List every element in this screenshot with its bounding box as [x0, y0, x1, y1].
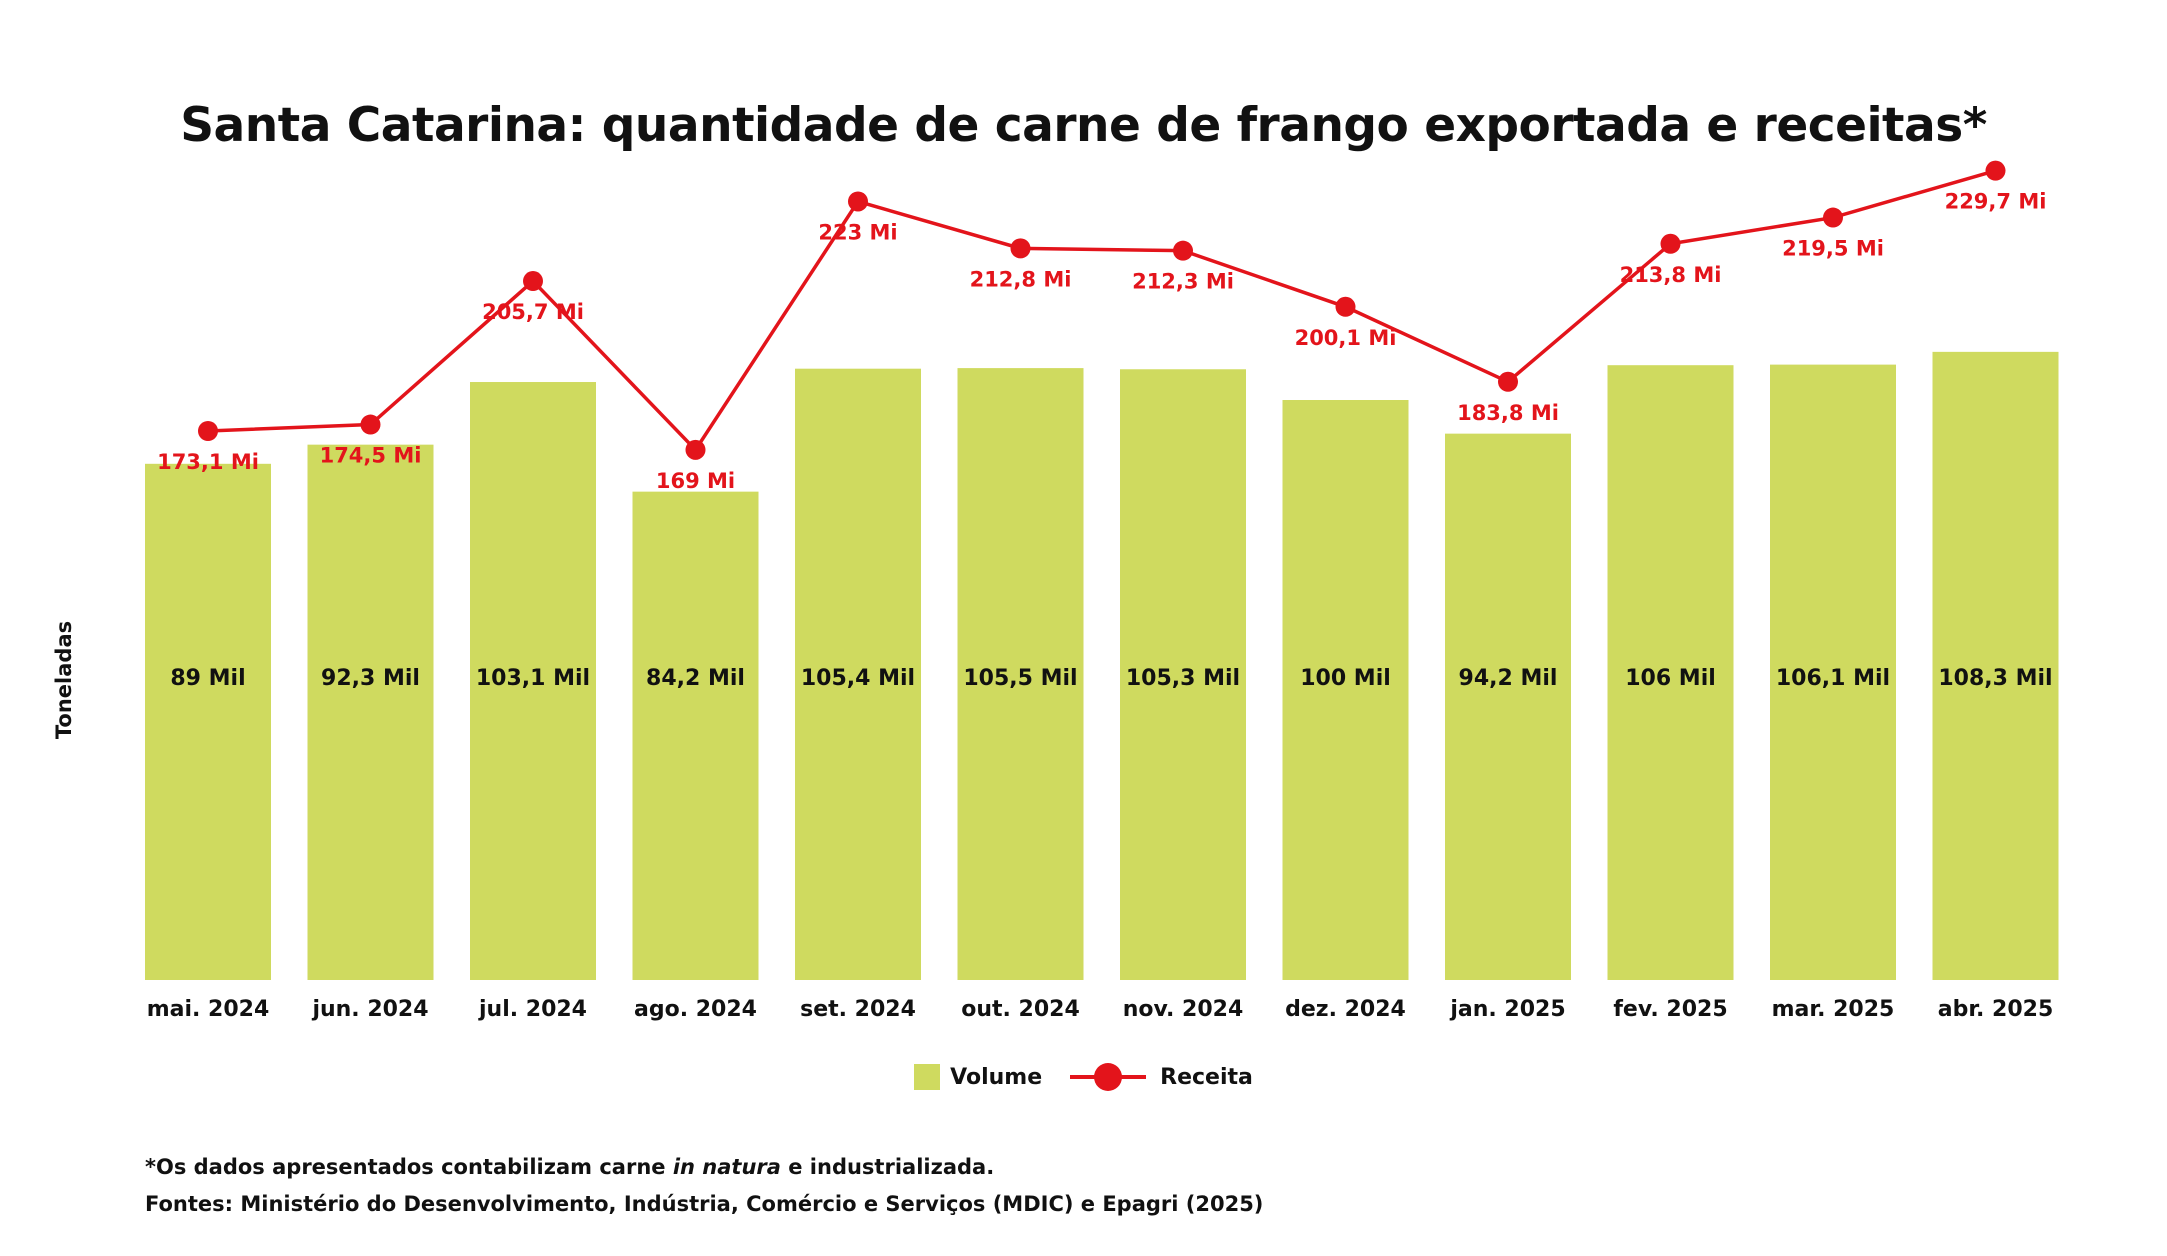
volume-bar [1120, 369, 1246, 980]
revenue-line [207, 168, 1996, 453]
volume-bar-label: 94,2 Mil [1459, 666, 1558, 691]
revenue-point-label: 212,8 Mi [970, 267, 1072, 291]
legend: Volume Receita [0, 1063, 2167, 1091]
volume-bar-label: 106,1 Mil [1776, 666, 1890, 691]
chart-title: Santa Catarina: quantidade de carne de f… [180, 98, 1987, 153]
x-tick-label: abr. 2025 [1938, 997, 2054, 1022]
volume-bar-label: 84,2 Mil [646, 666, 745, 691]
legend-item-receita: Receita [1070, 1063, 1253, 1091]
revenue-line-series [198, 160, 2006, 460]
revenue-point-label: 174,5 Mi [320, 444, 422, 468]
volume-bar-label: 89 Mil [170, 666, 245, 691]
legend-swatch-volume [914, 1064, 941, 1090]
revenue-marker [1498, 371, 1518, 392]
revenue-point-label: 219,5 Mi [1782, 237, 1884, 261]
x-tick-label: jul. 2024 [478, 997, 587, 1022]
volume-bar-label: 103,1 Mil [476, 666, 590, 691]
revenue-marker [523, 271, 543, 292]
volume-bar [957, 368, 1084, 981]
volume-bars [145, 351, 2059, 981]
volume-bar-label: 100 Mil [1300, 666, 1391, 691]
revenue-marker [1173, 240, 1193, 261]
revenue-point-label: 212,3 Mi [1132, 270, 1234, 294]
legend-label-volume: Volume [950, 1064, 1043, 1090]
volume-bar [632, 491, 759, 980]
legend-item-volume: Volume [914, 1064, 1042, 1090]
revenue-marker [1985, 160, 2006, 181]
revenue-point-label: 200,1 Mi [1295, 326, 1397, 350]
volume-bar [307, 444, 434, 980]
volume-bar [1282, 400, 1409, 980]
revenue-point-label: 213,8 Mi [1620, 263, 1722, 287]
revenue-point-labels: 173,1 Mi 174,5 Mi 205,7 Mi 169 Mi 223 Mi 212,… [157, 190, 2046, 493]
x-axis-ticks: mai. 2024 jun. 2024 jul. 2024 ago. 2024 set.… [147, 997, 2054, 1022]
chart-plot: 89 Mil 92,3 Mil 103,1 Mil 84,2 Mil 105,4 Mil… [145, 160, 2059, 1022]
sources-note: Fontes: Ministério do Desenvolvimento, I… [145, 1192, 1264, 1216]
revenue-point-label: 183,8 Mi [1457, 401, 1559, 425]
legend-label-receita: Receita [1160, 1064, 1253, 1090]
volume-bar [1770, 364, 1896, 980]
footnote-text-start: *Os dados apresentados contabilizam carn… [145, 1155, 673, 1179]
x-tick-label: mar. 2025 [1772, 997, 1895, 1022]
volume-bar-labels: 89 Mil 92,3 Mil 103,1 Mil 84,2 Mil 105,4 Mil… [170, 666, 2052, 691]
volume-bar [1445, 433, 1571, 980]
volume-bar-label: 106 Mil [1625, 666, 1716, 691]
volume-bar-label: 105,3 Mil [1126, 666, 1240, 691]
revenue-marker [1335, 296, 1356, 317]
revenue-point-label: 169 Mi [656, 469, 735, 493]
volume-bar [795, 368, 921, 980]
revenue-marker [1660, 233, 1681, 254]
revenue-marker [1010, 238, 1031, 259]
revenue-point-label: 205,7 Mi [482, 300, 584, 324]
x-tick-label: jun. 2024 [311, 997, 428, 1022]
revenue-point-label: 223 Mi [818, 220, 897, 244]
x-tick-label: nov. 2024 [1123, 997, 1244, 1022]
volume-bar [1607, 365, 1734, 980]
revenue-marker [1823, 207, 1843, 228]
x-tick-label: jan. 2025 [1449, 997, 1565, 1022]
revenue-marker [685, 439, 706, 460]
x-tick-label: ago. 2024 [634, 997, 757, 1022]
x-tick-label: out. 2024 [961, 997, 1080, 1022]
legend-swatch-receita [1070, 1063, 1147, 1091]
footnote-text-end: e industrializada. [780, 1155, 995, 1179]
volume-bar-label: 105,5 Mil [963, 666, 1077, 691]
footnote: *Os dados apresentados contabilizam carn… [145, 1155, 994, 1179]
revenue-point-label: 173,1 Mi [157, 450, 259, 474]
footnote-emphasis: in natura [672, 1155, 781, 1179]
revenue-point-label: 229,7 Mi [1945, 190, 2047, 214]
x-tick-label: fev. 2025 [1613, 997, 1727, 1022]
x-tick-label: mai. 2024 [147, 997, 270, 1022]
volume-bar [1932, 351, 2059, 980]
revenue-marker [848, 191, 868, 212]
volume-bar-label: 108,3 Mil [1938, 666, 2052, 691]
volume-bar-label: 92,3 Mil [321, 666, 420, 691]
volume-bar [470, 382, 596, 980]
x-tick-label: dez. 2024 [1285, 997, 1406, 1022]
volume-bar-label: 105,4 Mil [801, 666, 915, 691]
volume-bar [145, 463, 271, 980]
revenue-marker [360, 414, 381, 435]
x-tick-label: set. 2024 [800, 997, 916, 1022]
revenue-marker [198, 421, 218, 441]
